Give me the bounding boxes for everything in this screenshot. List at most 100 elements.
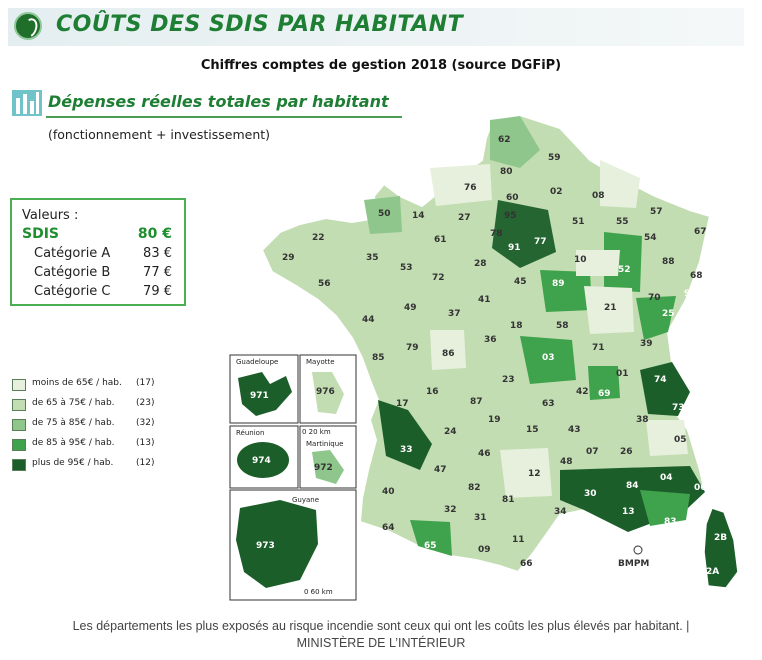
department-code-39: 39 (640, 339, 653, 349)
legend-label: plus de 95€ / hab. (32, 458, 114, 468)
region-patch (540, 270, 592, 312)
title-banner (8, 8, 744, 46)
department-code-50: 50 (378, 209, 391, 219)
department-code-12: 12 (528, 469, 541, 479)
value-label-cat-b: Catégorie B (34, 265, 111, 280)
inset-martinique-label: Martinique (306, 440, 343, 448)
department-code-36: 36 (484, 335, 497, 345)
department-code-80: 80 (500, 167, 513, 177)
department-code-67: 67 (694, 227, 707, 237)
department-code-44: 44 (362, 315, 375, 325)
value-label-cat-a: Catégorie A (34, 246, 111, 261)
department-code-77: 77 (534, 237, 547, 247)
department-code-05: 05 (674, 435, 687, 445)
region-patch (640, 490, 690, 526)
department-code-02: 02 (550, 187, 563, 197)
bmpm-marker-icon (633, 545, 643, 555)
department-code-28: 28 (474, 259, 487, 269)
department-code-2A: 2A (706, 567, 719, 577)
legend-count: (23) (136, 398, 155, 408)
department-code-85: 85 (372, 353, 385, 363)
section-subtitle: (fonctionnement + investissement) (48, 127, 271, 142)
department-code-88: 88 (662, 257, 675, 267)
department-code-54: 54 (644, 233, 657, 243)
department-code-52: 52 (618, 265, 631, 275)
region-patch (604, 232, 642, 292)
department-code-60: 60 (506, 193, 519, 203)
department-code-31: 31 (474, 513, 487, 523)
martinique-shape (312, 450, 344, 484)
department-code-43: 43 (568, 425, 581, 435)
department-code-59: 59 (548, 153, 561, 163)
department-code-87: 87 (470, 397, 483, 407)
department-code-89: 89 (552, 279, 565, 289)
department-code-86: 86 (442, 349, 455, 359)
department-code-79: 79 (406, 343, 419, 353)
value-cat-c: 79 € (143, 284, 172, 299)
department-code-2B: 2B (714, 533, 727, 543)
department-code-82: 82 (468, 483, 481, 493)
caption-line-1: Les départements les plus exposés au ris… (72, 619, 690, 633)
department-code-53: 53 (400, 263, 413, 273)
department-code-25: 25 (662, 309, 675, 319)
legend-item: de 85 à 95€ / hab. (13) (12, 438, 172, 452)
department-code-18: 18 (510, 321, 523, 331)
legend-swatch (12, 459, 26, 471)
department-code-74: 74 (654, 375, 667, 385)
guadeloupe-shape (238, 372, 292, 416)
department-code-21: 21 (604, 303, 617, 313)
legend-item: moins de 65€ / hab. (17) (12, 378, 172, 392)
inset-reunion-label: Réunion (236, 429, 264, 437)
section-underline (46, 116, 402, 118)
department-code-40: 40 (382, 487, 395, 497)
department-code-65: 65 (424, 541, 437, 551)
department-code-71: 71 (592, 343, 605, 353)
inset-guyane-label: Guyane (292, 496, 319, 504)
department-code-72: 72 (432, 273, 445, 283)
legend-label: de 85 à 95€ / hab. (32, 438, 115, 448)
department-code-09: 09 (478, 545, 491, 555)
region-patch (576, 250, 620, 276)
department-code-13: 13 (622, 507, 635, 517)
legend-swatch (12, 399, 26, 411)
department-code-32: 32 (444, 505, 457, 515)
france-sdis-map: 62 59 80 02 08 76 60 95 14 27 50 78 77 91 51 55 57 54 67 22… (229, 113, 739, 601)
department-code-37: 37 (448, 309, 461, 319)
dep-972: 972 (314, 463, 333, 473)
region-patch (600, 160, 640, 208)
region-patch (636, 296, 676, 340)
department-code-41: 41 (478, 295, 491, 305)
region-patch (410, 520, 452, 556)
department-code-61: 61 (434, 235, 447, 245)
department-code-24: 24 (444, 427, 457, 437)
department-code-35: 35 (366, 253, 379, 263)
region-patch (364, 196, 402, 234)
inset-guadeloupe-label: Guadeloupe (236, 358, 278, 366)
legend-swatch (12, 379, 26, 391)
bmpm-label: BMPM (618, 559, 649, 569)
department-code-27: 27 (458, 213, 471, 223)
department-code-83: 83 (664, 517, 677, 527)
overseas-insets: Guadeloupe 971 Mayotte 976 Réunion 974 M… (229, 354, 357, 601)
region-patch (500, 448, 552, 498)
caption-line-2: MINISTÈRE DE L’INTÉRIEUR (296, 636, 466, 650)
region-patch (430, 330, 466, 370)
legend-label: moins de 65€ / hab. (32, 378, 122, 388)
image-caption: Les départements les plus exposés au ris… (0, 618, 762, 652)
department-code-51: 51 (572, 217, 585, 227)
region-patch (646, 420, 688, 456)
department-code-47: 47 (434, 465, 447, 475)
legend-label: de 75 à 85€ / hab. (32, 418, 115, 428)
department-code-68: 68 (690, 271, 703, 281)
department-code-19: 19 (488, 415, 501, 425)
reunion-shape (237, 442, 289, 478)
legend-item: plus de 95€ / hab. (12) (12, 458, 172, 472)
inset-scale-large: 0 60 km (304, 588, 333, 596)
region-patch (490, 116, 540, 168)
legend-item: de 65 à 75€ / hab. (23) (12, 398, 172, 412)
legend-item: de 75 à 85€ / hab. (32) (12, 418, 172, 432)
department-code-49: 49 (404, 303, 417, 313)
value-cat-a: 83 € (143, 246, 172, 261)
region-patch (640, 362, 690, 416)
mayotte-shape (312, 372, 344, 414)
